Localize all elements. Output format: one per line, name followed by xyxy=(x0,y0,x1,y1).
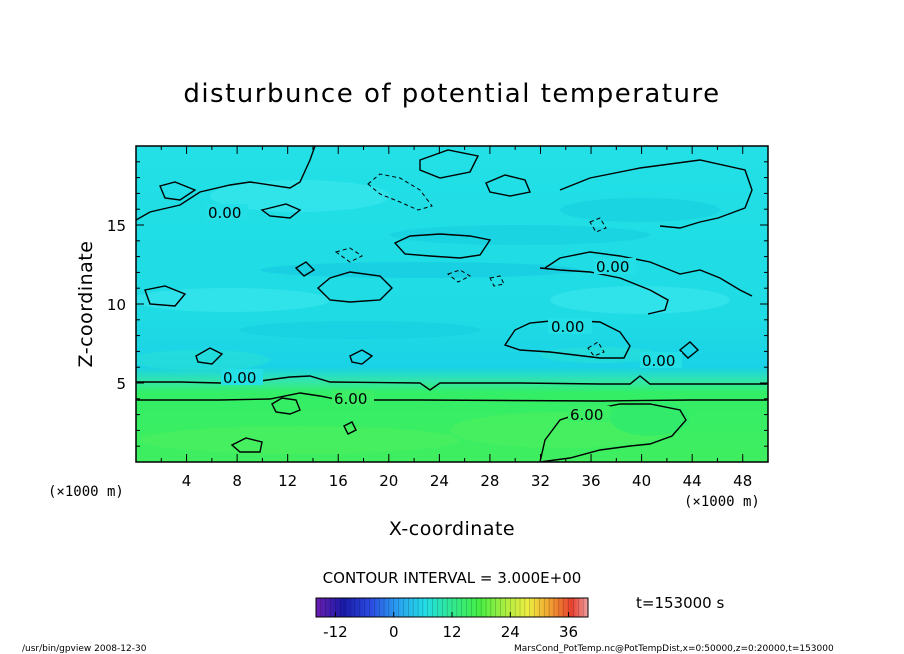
contour-zero-small-4 xyxy=(678,341,700,359)
contour-label-6: 6.00 xyxy=(334,390,367,408)
colorbar-tick-label: 24 xyxy=(501,623,520,641)
contour-zero-right-top xyxy=(559,159,753,229)
contour-zero-small-2 xyxy=(349,349,374,365)
colorbar-tick-label: 12 xyxy=(442,623,461,641)
field-texture xyxy=(136,180,730,454)
y-tick-label: 5 xyxy=(116,375,126,393)
contour-label-3: 0.00 xyxy=(551,318,584,336)
contour-zero-island-2 xyxy=(260,203,302,219)
contour-six-right-loop xyxy=(539,403,687,462)
colorbar-ticks: -12 0 12 24 36 xyxy=(323,612,578,641)
x-tick-label: 40 xyxy=(632,472,651,490)
contour-zero-center-left-blob xyxy=(316,271,393,303)
contour-six-small-1 xyxy=(230,437,263,453)
contour-zero-right-blob xyxy=(539,267,669,315)
x-tick-label: 28 xyxy=(480,472,499,490)
x-tick-label: 20 xyxy=(379,472,398,490)
footer-right: MarsCond_PotTemp.nc@PotTempDist,x=0:5000… xyxy=(514,644,834,654)
contour-negative-lines xyxy=(334,173,607,357)
colorbar-stripes xyxy=(315,598,589,617)
chart-title: disturbunce of potential temperature xyxy=(183,79,720,109)
x-unit-left: (×1000 m) xyxy=(48,484,124,500)
contour-zero-right-mid xyxy=(544,251,753,297)
x-tick-label: 36 xyxy=(581,472,600,490)
contour-six-left-loop xyxy=(271,397,301,415)
time-text: t=153000 s xyxy=(636,594,724,612)
contour-six-small-2 xyxy=(343,421,357,435)
x-tick-label: 16 xyxy=(329,472,348,490)
contour-six-boundary xyxy=(136,392,768,402)
contour-zero-upper-left xyxy=(136,146,316,221)
contour-label-7: 6.00 xyxy=(570,406,603,424)
x-axis-ticks: 4 8 12 16 20 24 28 32 36 40 44 48 xyxy=(135,146,769,490)
colorbar-tick-label: 36 xyxy=(559,623,578,641)
y-tick-label: 15 xyxy=(107,217,126,235)
colorbar: -12 0 12 24 36 xyxy=(315,597,589,641)
contour-zero-island-4 xyxy=(485,174,531,197)
x-tick-label: 4 xyxy=(182,472,192,490)
contour-zero-middle-band xyxy=(393,233,492,259)
y-axis-ticks: 5 10 15 xyxy=(107,145,768,463)
contour-zero-island-3 xyxy=(419,149,480,179)
contour-zero-left-blob xyxy=(144,285,187,307)
x-tick-label: 48 xyxy=(733,472,752,490)
contour-label-1: 0.00 xyxy=(208,204,241,222)
x-unit-right: (×1000 m) xyxy=(684,494,760,510)
contour-label-2: 0.00 xyxy=(596,258,629,276)
y-tick-label: 10 xyxy=(107,296,126,314)
contour-interval-text: CONTOUR INTERVAL = 3.000E+00 xyxy=(323,569,582,587)
colorbar-tick-label: 0 xyxy=(389,623,399,641)
colorbar-gradient xyxy=(316,598,588,617)
contour-zero-island-1 xyxy=(159,181,197,201)
contour-zero-small-3 xyxy=(294,261,316,277)
plot-area: 0.00 0.00 0.00 0.00 0.00 6.00 6.00 xyxy=(136,146,768,462)
contour-labels: 0.00 0.00 0.00 0.00 0.00 6.00 6.00 xyxy=(206,204,682,424)
x-tick-label: 32 xyxy=(531,472,550,490)
x-axis-title: X-coordinate xyxy=(389,518,515,540)
x-tick-label: 12 xyxy=(278,472,297,490)
footer-left: /usr/bin/gpview 2008-12-30 xyxy=(22,644,147,654)
y-axis-title: Z-coordinate xyxy=(75,241,97,368)
contour-zero-center-blob xyxy=(503,319,631,359)
contour-zero-small-1 xyxy=(195,347,224,365)
x-tick-label: 44 xyxy=(683,472,702,490)
x-tick-label: 24 xyxy=(430,472,449,490)
contour-label-4: 0.00 xyxy=(642,352,675,370)
colorbar-tick-label: -12 xyxy=(323,623,348,641)
x-tick-label: 8 xyxy=(232,472,242,490)
contour-label-5: 0.00 xyxy=(223,369,256,387)
